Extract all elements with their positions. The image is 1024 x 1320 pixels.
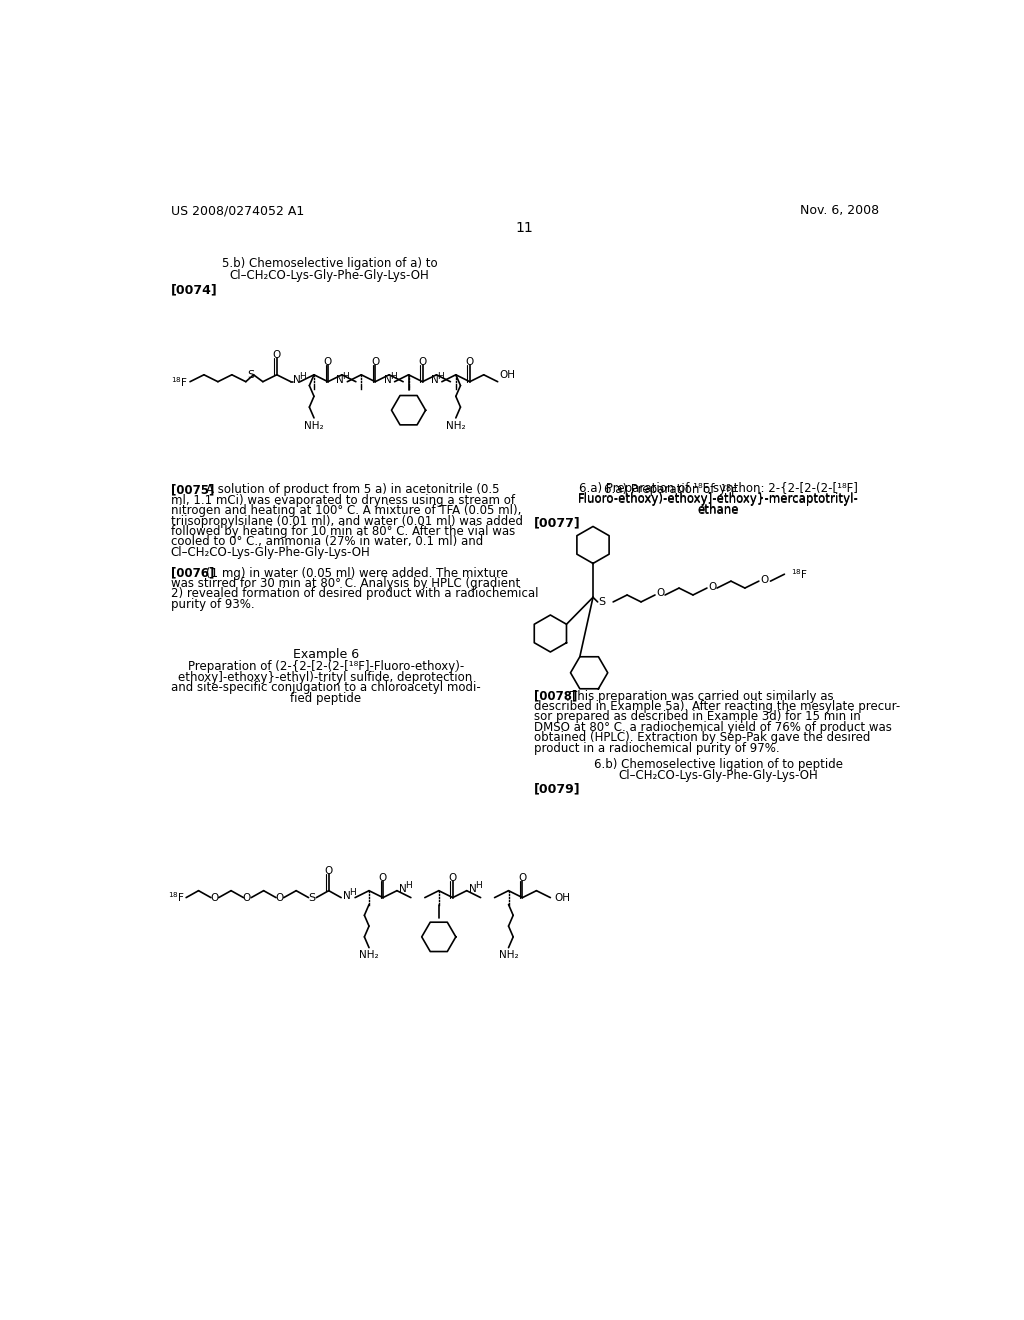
Text: nitrogen and heating at 100° C. A mixture of TFA (0.05 ml),: nitrogen and heating at 100° C. A mixtur… bbox=[171, 504, 521, 517]
Text: O: O bbox=[324, 356, 332, 367]
Text: NH₂: NH₂ bbox=[304, 421, 324, 430]
Text: Example 6: Example 6 bbox=[293, 648, 358, 661]
Text: N: N bbox=[469, 884, 477, 894]
Text: $^{18}$F: $^{18}$F bbox=[720, 483, 739, 500]
Text: (1 mg) in water (0.05 ml) were added. The mixture: (1 mg) in water (0.05 ml) were added. Th… bbox=[206, 566, 508, 579]
Text: O: O bbox=[419, 356, 427, 367]
Text: N: N bbox=[337, 375, 344, 385]
Text: Fluoro-ethoxy)-ethoxy]-ethoxy}-mercaptotrityl-: Fluoro-ethoxy)-ethoxy]-ethoxy}-mercaptot… bbox=[579, 492, 859, 506]
Text: ethane: ethane bbox=[697, 503, 739, 516]
Text: NH₂: NH₂ bbox=[359, 950, 379, 961]
Text: N: N bbox=[384, 375, 391, 385]
Text: N: N bbox=[431, 375, 438, 385]
Text: Nov. 6, 2008: Nov. 6, 2008 bbox=[800, 205, 879, 218]
Text: was stirred for 30 min at 80° C. Analysis by HPLC (gradient: was stirred for 30 min at 80° C. Analysi… bbox=[171, 577, 520, 590]
Text: S: S bbox=[308, 892, 315, 903]
Text: 6.a) Preparation of: 6.a) Preparation of bbox=[604, 483, 719, 496]
Text: and site-specific conjugation to a chloroacetyl modi-: and site-specific conjugation to a chlor… bbox=[171, 681, 480, 694]
Text: O: O bbox=[466, 356, 474, 367]
Text: OH: OH bbox=[500, 370, 515, 380]
Text: O: O bbox=[656, 589, 665, 598]
Text: followed by heating for 10 min at 80° C. After the vial was: followed by heating for 10 min at 80° C.… bbox=[171, 525, 515, 539]
Text: obtained (HPLC). Extraction by Sep-Pak gave the desired: obtained (HPLC). Extraction by Sep-Pak g… bbox=[535, 731, 870, 744]
Text: 5.b) Chemoselective ligation of a) to: 5.b) Chemoselective ligation of a) to bbox=[221, 257, 437, 271]
Text: H: H bbox=[475, 880, 481, 890]
Text: O: O bbox=[371, 356, 379, 367]
Text: 6.b) Chemoselective ligation of to peptide: 6.b) Chemoselective ligation of to pepti… bbox=[594, 758, 843, 771]
Text: O: O bbox=[518, 873, 526, 883]
Text: [0074]: [0074] bbox=[171, 284, 217, 296]
Text: Cl–CH₂CO-Lys-Gly-Phe-Gly-Lys-OH: Cl–CH₂CO-Lys-Gly-Phe-Gly-Lys-OH bbox=[618, 770, 818, 781]
Text: $^{18}$F: $^{18}$F bbox=[791, 568, 808, 581]
Text: product in a radiochemical purity of 97%.: product in a radiochemical purity of 97%… bbox=[535, 742, 779, 755]
Text: $^{18}$F: $^{18}$F bbox=[168, 891, 184, 904]
Text: NH₂: NH₂ bbox=[499, 950, 518, 961]
Text: [0077]: [0077] bbox=[535, 516, 581, 529]
Text: N: N bbox=[343, 891, 351, 902]
Text: H: H bbox=[437, 372, 443, 380]
Text: O: O bbox=[275, 892, 284, 903]
Text: O: O bbox=[760, 574, 768, 585]
Text: US 2008/0274052 A1: US 2008/0274052 A1 bbox=[171, 205, 304, 218]
Text: 2) revealed formation of desired product with a radiochemical: 2) revealed formation of desired product… bbox=[171, 587, 539, 601]
Text: purity of 93%.: purity of 93%. bbox=[171, 598, 254, 611]
Text: A solution of product from 5 a) in acetonitrile (0.5: A solution of product from 5 a) in aceto… bbox=[206, 483, 500, 496]
Text: [0076]: [0076] bbox=[171, 566, 214, 579]
Text: H: H bbox=[406, 880, 412, 890]
Text: H: H bbox=[390, 372, 396, 380]
Text: described in Example 5a). After reacting the mesylate precur-: described in Example 5a). After reacting… bbox=[535, 700, 900, 713]
Text: O: O bbox=[325, 866, 333, 875]
Text: [0078]: [0078] bbox=[535, 689, 578, 702]
Text: H: H bbox=[342, 372, 349, 380]
Text: cooled to 0° C., ammonia (27% in water, 0.1 ml) and: cooled to 0° C., ammonia (27% in water, … bbox=[171, 536, 483, 548]
Text: N: N bbox=[293, 375, 301, 385]
Text: fied peptide: fied peptide bbox=[290, 692, 361, 705]
Text: 11: 11 bbox=[516, 220, 534, 235]
Text: S: S bbox=[599, 597, 606, 607]
Text: S: S bbox=[247, 370, 254, 380]
Text: OH: OH bbox=[554, 892, 570, 903]
Text: H: H bbox=[349, 888, 356, 896]
Text: Preparation of (2-{2-[2-(2-[¹⁸F]-Fluoro-ethoxy)-: Preparation of (2-{2-[2-(2-[¹⁸F]-Fluoro-… bbox=[187, 660, 464, 673]
Text: O: O bbox=[709, 582, 717, 591]
Text: [0079]: [0079] bbox=[535, 781, 581, 795]
Text: ethane: ethane bbox=[697, 504, 739, 517]
Text: H: H bbox=[299, 372, 306, 380]
Text: DMSO at 80° C. a radiochemical yield of 76% of product was: DMSO at 80° C. a radiochemical yield of … bbox=[535, 721, 892, 734]
Text: ethoxy]-ethoxy}-ethyl)-trityl sulfide, deprotection: ethoxy]-ethoxy}-ethyl)-trityl sulfide, d… bbox=[178, 671, 473, 684]
Text: 6.a) Preparation of ¹⁸F synthon: 2-{2-[2-(2-[¹⁸F]: 6.a) Preparation of ¹⁸F synthon: 2-{2-[2… bbox=[580, 482, 858, 495]
Text: N: N bbox=[399, 884, 407, 894]
Text: O: O bbox=[449, 873, 457, 883]
Text: triisopropylsilane (0.01 ml), and water (0.01 ml) was added: triisopropylsilane (0.01 ml), and water … bbox=[171, 515, 522, 528]
Text: sor prepared as described in Example 3d) for 15 min in: sor prepared as described in Example 3d)… bbox=[535, 710, 861, 723]
Text: ml, 1.1 mCi) was evaporated to dryness using a stream of: ml, 1.1 mCi) was evaporated to dryness u… bbox=[171, 494, 515, 507]
Text: Fluoro-ethoxy)-ethoxy]-ethoxy}-mercaptotrityl-: Fluoro-ethoxy)-ethoxy]-ethoxy}-mercaptot… bbox=[579, 494, 859, 507]
Text: O: O bbox=[272, 350, 281, 360]
Text: Cl–CH₂CO-Lys-Gly-Phe-Gly-Lys-OH: Cl–CH₂CO-Lys-Gly-Phe-Gly-Lys-OH bbox=[229, 268, 429, 281]
Text: This preparation was carried out similarly as: This preparation was carried out similar… bbox=[569, 689, 834, 702]
Text: Cl–CH₂CO-Lys-Gly-Phe-Gly-Lys-OH: Cl–CH₂CO-Lys-Gly-Phe-Gly-Lys-OH bbox=[171, 545, 371, 558]
Text: [0075]: [0075] bbox=[171, 483, 214, 496]
Text: $^{18}$F: $^{18}$F bbox=[171, 375, 188, 388]
Text: NH₂: NH₂ bbox=[446, 421, 466, 430]
Text: O: O bbox=[243, 892, 251, 903]
Text: O: O bbox=[379, 873, 387, 883]
Text: O: O bbox=[210, 892, 218, 903]
